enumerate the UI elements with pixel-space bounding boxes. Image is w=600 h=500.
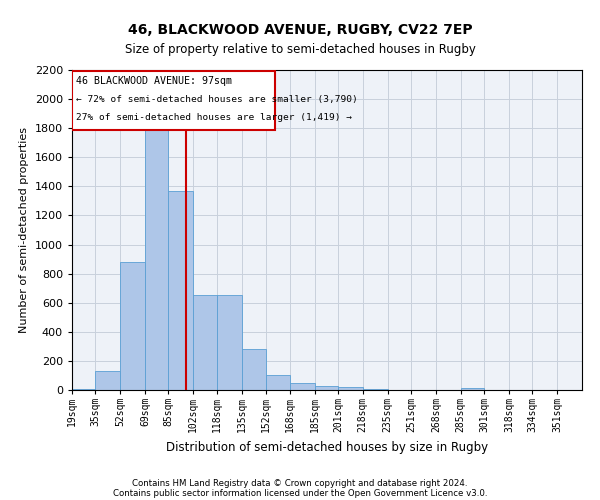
Y-axis label: Number of semi-detached properties: Number of semi-detached properties <box>19 127 29 333</box>
Bar <box>72 388 95 390</box>
Bar <box>461 388 484 390</box>
Bar <box>169 190 193 390</box>
Bar <box>363 388 388 390</box>
X-axis label: Distribution of semi-detached houses by size in Rugby: Distribution of semi-detached houses by … <box>166 440 488 454</box>
FancyBboxPatch shape <box>72 70 275 130</box>
Text: Size of property relative to semi-detached houses in Rugby: Size of property relative to semi-detach… <box>125 42 475 56</box>
Bar <box>338 387 363 390</box>
Text: 27% of semi-detached houses are larger (1,419) →: 27% of semi-detached houses are larger (… <box>76 114 352 122</box>
Bar <box>290 384 314 390</box>
Bar <box>266 376 290 390</box>
Text: 46, BLACKWOOD AVENUE, RUGBY, CV22 7EP: 46, BLACKWOOD AVENUE, RUGBY, CV22 7EP <box>128 22 472 36</box>
Bar <box>120 262 145 390</box>
Text: Contains public sector information licensed under the Open Government Licence v3: Contains public sector information licen… <box>113 488 487 498</box>
Text: 46 BLACKWOOD AVENUE: 97sqm: 46 BLACKWOOD AVENUE: 97sqm <box>76 76 232 86</box>
Bar <box>217 296 242 390</box>
Bar <box>314 386 338 390</box>
Bar <box>145 128 169 390</box>
Text: Contains HM Land Registry data © Crown copyright and database right 2024.: Contains HM Land Registry data © Crown c… <box>132 478 468 488</box>
Bar <box>242 350 266 390</box>
Bar <box>193 296 217 390</box>
Text: ← 72% of semi-detached houses are smaller (3,790): ← 72% of semi-detached houses are smalle… <box>76 95 358 104</box>
Bar <box>95 371 120 390</box>
